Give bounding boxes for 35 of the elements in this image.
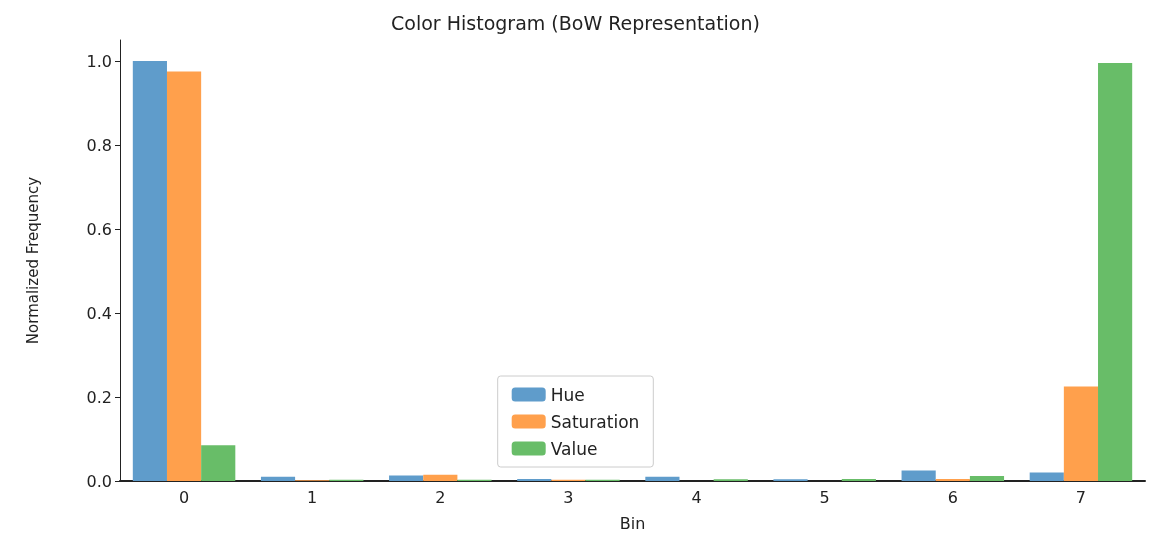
- bar: [389, 475, 424, 481]
- bar: [260, 476, 296, 481]
- x-tick-label: 1: [307, 487, 318, 507]
- y-tick-label: 0.4: [86, 303, 112, 323]
- bar: [841, 478, 876, 481]
- bar: [517, 478, 552, 481]
- legend-label: Saturation: [550, 411, 640, 432]
- y-tick-label: 0.2: [86, 387, 112, 407]
- bar: [423, 474, 458, 481]
- x-tick-label: 5: [819, 487, 830, 507]
- bar: [1063, 386, 1099, 481]
- x-tick-label: 2: [435, 487, 446, 507]
- legend-label: Value: [550, 438, 598, 459]
- x-tick-label: 6: [947, 487, 958, 507]
- bar: [969, 475, 1005, 481]
- bar: [1098, 63, 1133, 481]
- chart-title: Color Histogram (BoW Representation): [391, 11, 760, 34]
- bar: [166, 71, 202, 481]
- bar: [901, 470, 936, 481]
- y-tick-label: 0.8: [86, 135, 112, 155]
- bar: [1029, 472, 1064, 481]
- y-tick-label: 0.0: [86, 471, 112, 491]
- x-tick-label: 0: [178, 487, 190, 507]
- y-tick-label: 0.6: [86, 219, 112, 239]
- x-axis-title: Bin: [619, 513, 646, 533]
- bar: [132, 61, 167, 481]
- x-tick-label: 4: [691, 487, 702, 507]
- bar: [645, 476, 680, 481]
- x-tick-label: 7: [1075, 487, 1087, 507]
- y-axis-title: Normalized Frequency: [23, 176, 42, 345]
- legend-label: Hue: [550, 384, 585, 405]
- bar: [935, 478, 970, 481]
- bar: [201, 445, 236, 481]
- y-tick-label: 1.0: [86, 51, 112, 71]
- x-tick-label: 3: [563, 487, 574, 507]
